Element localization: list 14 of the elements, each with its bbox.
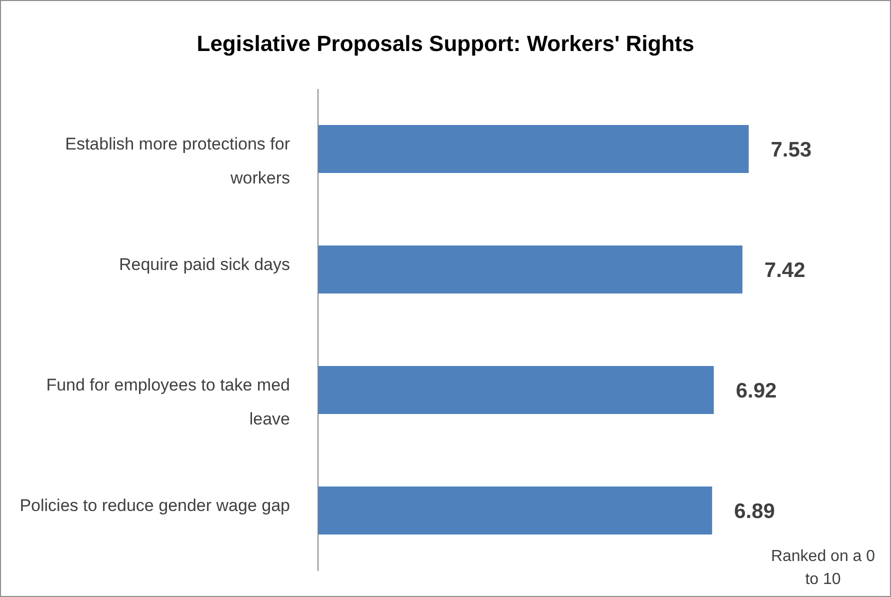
annotation: Ranked on a 0 to 10 bbox=[770, 547, 876, 590]
data-label: 6.92 bbox=[736, 379, 777, 402]
bar bbox=[318, 125, 749, 173]
data-label: 7.42 bbox=[764, 258, 806, 282]
bar bbox=[318, 366, 714, 414]
data-label: 7.53 bbox=[770, 138, 812, 162]
y-tick-label: Policies to reduce gender wage gap bbox=[20, 496, 290, 515]
y-tick-label: Fund for employees to take med leave bbox=[46, 375, 290, 428]
y-tick-label: Establish more protections for workers bbox=[65, 134, 290, 188]
data-label: 6.89 bbox=[734, 500, 775, 523]
y-tick-label: Require paid sick days bbox=[118, 254, 290, 274]
bar bbox=[318, 486, 712, 534]
chart-title: Legislative Proposals Support: Workers' Rights bbox=[196, 31, 696, 57]
bar bbox=[318, 246, 742, 294]
